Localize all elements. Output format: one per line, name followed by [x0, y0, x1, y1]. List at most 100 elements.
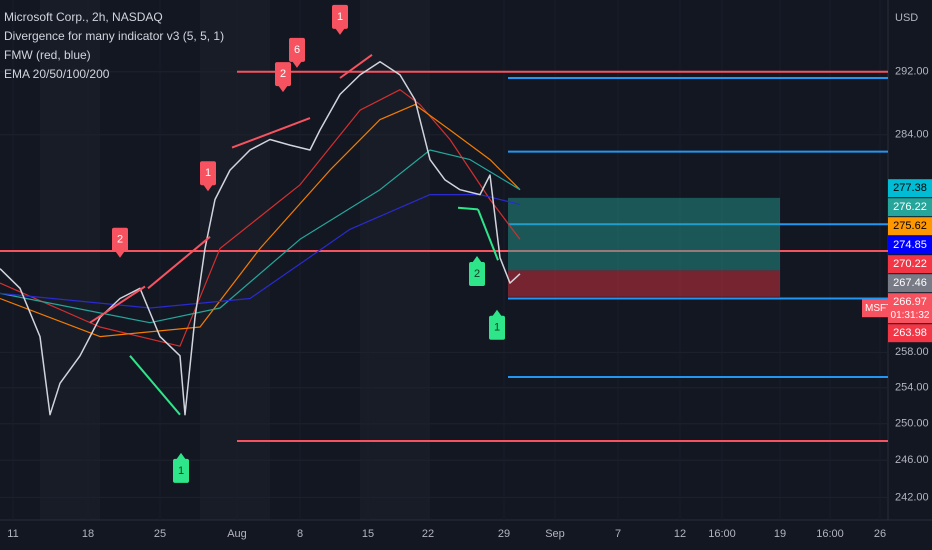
- badge-value: 274.85: [893, 239, 927, 251]
- signal-label: 1: [178, 465, 184, 477]
- signal-box: [173, 458, 189, 483]
- y-tick-label: 242.00: [895, 491, 929, 503]
- divergence-line: [231, 117, 311, 149]
- divergence-line: [457, 206, 479, 211]
- price-badge: 270.22: [888, 255, 932, 274]
- signal-pointer: [176, 452, 186, 460]
- signal-pointer: [472, 256, 482, 264]
- badge-box: [888, 293, 932, 324]
- x-tick-label: 11: [7, 528, 18, 540]
- signal: 2: [112, 227, 128, 258]
- signal-label: 6: [294, 44, 300, 56]
- badge-box: [888, 179, 932, 198]
- session-band: [40, 0, 100, 520]
- symbol-tag: [862, 299, 890, 318]
- signal-pointer: [115, 250, 125, 258]
- signal-label: 1: [337, 11, 343, 23]
- x-tick-label: 29: [498, 528, 510, 540]
- signal-label: 1: [205, 167, 211, 179]
- signal: 2: [275, 62, 291, 93]
- price-badge: 275.62: [888, 217, 932, 236]
- signal-box: [469, 262, 485, 287]
- price-badge: 267.46: [888, 274, 932, 293]
- badge-value: 263.98: [893, 327, 927, 339]
- x-tick-label: 22: [422, 528, 434, 540]
- badge-box: [888, 217, 932, 236]
- badge-box: [888, 324, 932, 343]
- price-badge: 277.38: [888, 179, 932, 198]
- badge-value: 277.38: [893, 182, 927, 194]
- price-line: [0, 60, 521, 416]
- x-tick-label: 16:00: [816, 528, 844, 540]
- signal-pointer: [203, 184, 213, 192]
- signal: 1: [173, 452, 189, 483]
- signal-box: [332, 4, 348, 29]
- x-tick-label: 15: [362, 528, 374, 540]
- x-tick-label: 18: [82, 528, 94, 540]
- divergence-line: [89, 285, 146, 324]
- price-badge: 263.98: [888, 324, 932, 343]
- signal-box: [112, 227, 128, 252]
- y-tick-label: 246.00: [895, 454, 929, 466]
- badge-box: [888, 236, 932, 255]
- badge-box: [888, 274, 932, 293]
- badge-value: 267.46: [893, 277, 927, 289]
- x-tick-label: 12: [674, 528, 686, 540]
- ema-line: [0, 104, 521, 338]
- x-tick-label: 19: [774, 528, 786, 540]
- y-tick-label: 258.00: [895, 346, 929, 358]
- price-badge: 274.85: [888, 236, 932, 255]
- badge-value: 266.97: [893, 296, 927, 308]
- signal-pointer: [292, 60, 302, 68]
- divergence-line: [147, 236, 211, 290]
- badge-value: 276.22: [893, 201, 927, 213]
- signal: 1: [332, 4, 348, 35]
- badge-box: [888, 198, 932, 217]
- signal-label: 1: [494, 322, 500, 334]
- signal-label: 2: [474, 268, 480, 280]
- legend-text: EMA 20/50/100/200: [4, 67, 110, 81]
- session-band: [200, 0, 270, 520]
- signal-box: [489, 315, 505, 340]
- x-tick-label: 8: [297, 528, 303, 540]
- countdown: 01:31:32: [891, 310, 930, 321]
- x-tick-label: 26: [874, 528, 886, 540]
- y-tick-label: 292.00: [895, 66, 929, 78]
- signal: 1: [489, 309, 505, 340]
- divergence-line: [477, 209, 499, 261]
- signal-box: [275, 62, 291, 87]
- legend-text: Divergence for many indicator v3 (5, 5, …: [4, 29, 224, 43]
- divergence-line: [129, 355, 181, 416]
- badge-value: 275.62: [893, 220, 927, 232]
- x-tick-label: 7: [615, 528, 621, 540]
- signal-label: 2: [117, 234, 123, 246]
- badge-value: 270.22: [893, 258, 927, 270]
- divergence-line: [339, 53, 373, 79]
- badge-box: [888, 255, 932, 274]
- ema-line: [0, 149, 521, 324]
- signal: 1: [200, 161, 216, 192]
- signal-box: [200, 161, 216, 186]
- currency: USD: [895, 12, 918, 24]
- signal: 6: [289, 37, 305, 68]
- session-band: [360, 0, 430, 520]
- x-tick-label: 25: [154, 528, 166, 540]
- x-tick-label: Aug: [227, 528, 247, 540]
- y-tick-label: 284.00: [895, 129, 929, 141]
- y-tick-label: 250.00: [895, 418, 929, 430]
- legend-text: Microsoft Corp., 2h, NASDAQ: [4, 10, 163, 24]
- symbol-label: MSFT: [865, 303, 892, 314]
- signal-pointer: [278, 85, 288, 93]
- signal-pointer: [492, 309, 502, 317]
- signal-label: 2: [280, 68, 286, 80]
- price-badge: 276.22: [888, 198, 932, 217]
- signal-box: [289, 37, 305, 62]
- stop-zone: [508, 270, 780, 297]
- signal-pointer: [335, 27, 345, 35]
- legend-text: FMW (red, blue): [4, 48, 91, 62]
- x-tick-label: Sep: [545, 528, 565, 540]
- signal: 2: [469, 256, 485, 287]
